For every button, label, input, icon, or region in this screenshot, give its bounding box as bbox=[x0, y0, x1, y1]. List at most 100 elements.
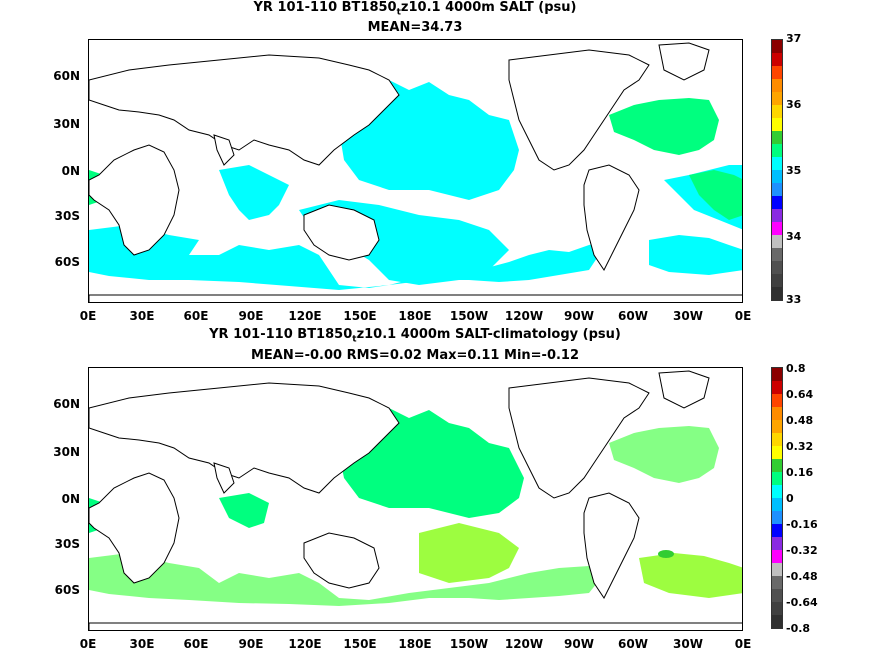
colorbar-segment bbox=[772, 485, 782, 498]
colorbar-segment bbox=[772, 589, 782, 602]
greenland bbox=[658, 42, 710, 81]
panel1-lon-label: 150W bbox=[449, 309, 489, 323]
panel2-colorbar-label: 0.48 bbox=[786, 414, 814, 427]
colorbar-segment bbox=[772, 157, 782, 170]
south-america bbox=[583, 492, 640, 599]
panel1-lon-label: 30W bbox=[673, 309, 703, 323]
colorbar-segment bbox=[772, 511, 782, 524]
colorbar-segment bbox=[772, 615, 782, 628]
panel1-lon-label: 180E bbox=[398, 309, 432, 323]
panel2-lat-label: 30N bbox=[53, 445, 80, 459]
anomaly-south-atlantic bbox=[639, 553, 742, 598]
australia bbox=[303, 532, 380, 589]
panel1-lon-label: 60W bbox=[618, 309, 648, 323]
panel1-lon-label: 0E bbox=[734, 309, 752, 323]
panel2-lat-label: 30S bbox=[54, 537, 80, 551]
panel1-lon-label: 90W bbox=[564, 309, 594, 323]
colorbar-segment bbox=[772, 394, 782, 407]
panel1-lon-label: 120E bbox=[288, 309, 322, 323]
panel2-lon-label: 30W bbox=[673, 637, 703, 651]
panel2-lon-label: 150E bbox=[343, 637, 377, 651]
eurasia bbox=[89, 382, 400, 494]
panel2-map-svg bbox=[89, 370, 742, 630]
colorbar-segment bbox=[772, 118, 782, 131]
panel2-colorbar-label: -0.32 bbox=[786, 544, 818, 557]
panel2-title: YR 101-110 BT1850tz10.1 4000m SALT-clima… bbox=[209, 327, 621, 345]
panel2-lon-label: 0E bbox=[734, 637, 752, 651]
panel1-map bbox=[88, 39, 743, 303]
australia bbox=[303, 204, 380, 261]
panel1-lat-label: 30N bbox=[53, 117, 80, 131]
fill-south-atlantic bbox=[649, 235, 742, 275]
colorbar-segment bbox=[772, 550, 782, 563]
colorbar-segment bbox=[772, 459, 782, 472]
panel2-colorbar-label: -0.48 bbox=[786, 570, 818, 583]
panel2-lon-label: 60E bbox=[183, 637, 209, 651]
colorbar-segment bbox=[772, 92, 782, 105]
panel2-lat-label: 60S bbox=[54, 583, 80, 597]
colorbar-segment bbox=[772, 602, 782, 615]
colorbar-segment bbox=[772, 433, 782, 446]
colorbar-segment bbox=[772, 261, 782, 274]
panel2-colorbar-label: -0.64 bbox=[786, 596, 818, 609]
north-america bbox=[508, 377, 650, 499]
colorbar-segment bbox=[772, 274, 782, 287]
colorbar-segment bbox=[772, 472, 782, 485]
panel1-lon-label: 120W bbox=[504, 309, 544, 323]
colorbar-segment bbox=[772, 537, 782, 550]
panel2-colorbar-label: 0 bbox=[786, 492, 794, 505]
colorbar-segment bbox=[772, 287, 782, 300]
fill-southern-ocean bbox=[89, 225, 609, 290]
greenland bbox=[658, 370, 710, 409]
fill-north-atlantic bbox=[609, 98, 719, 155]
colorbar-segment bbox=[772, 105, 782, 118]
africa bbox=[89, 144, 180, 256]
colorbar-segment bbox=[772, 79, 782, 92]
panel2-lon-label: 90W bbox=[564, 637, 594, 651]
colorbar-segment bbox=[772, 235, 782, 248]
antarctica bbox=[89, 622, 742, 630]
colorbar-segment bbox=[772, 66, 782, 79]
panel1-colorbar-label: 35 bbox=[786, 164, 802, 177]
panel2-colorbar-label: -0.16 bbox=[786, 518, 818, 531]
colorbar-segment bbox=[772, 196, 782, 209]
fill-indian-ocean bbox=[219, 165, 289, 220]
panel2-lon-label: 120W bbox=[504, 637, 544, 651]
panel2-lon-label: 150W bbox=[449, 637, 489, 651]
colorbar-segment bbox=[772, 446, 782, 459]
panel1-lat-label: 60N bbox=[53, 69, 80, 83]
india bbox=[213, 134, 235, 166]
colorbar-segment bbox=[772, 524, 782, 537]
eurasia bbox=[89, 54, 400, 166]
panel2-coastlines bbox=[89, 370, 742, 630]
panel2-lon-label: 30E bbox=[129, 637, 155, 651]
panel1-colorbar-label: 34 bbox=[786, 230, 802, 243]
panel2-colorbar-label: 0.32 bbox=[786, 440, 814, 453]
panel1-coastlines bbox=[89, 42, 742, 302]
fill-atlantic-band bbox=[689, 170, 742, 220]
colorbar-segment bbox=[772, 209, 782, 222]
panel2-lon-label: 90E bbox=[238, 637, 264, 651]
panel1-lon-label: 0E bbox=[79, 309, 97, 323]
colorbar-segment bbox=[772, 131, 782, 144]
colorbar-segment bbox=[772, 53, 782, 66]
panel2-lon-label: 120E bbox=[288, 637, 322, 651]
panel2-lat-label: 60N bbox=[53, 397, 80, 411]
panel1-lon-label: 30E bbox=[129, 309, 155, 323]
anomaly-southern-ocean bbox=[89, 553, 609, 606]
colorbar-segment bbox=[772, 144, 782, 157]
panel1-stats: MEAN=34.73 bbox=[367, 20, 463, 35]
panel2-colorbar-label: 0.16 bbox=[786, 466, 814, 479]
anomaly-north-atlantic bbox=[609, 426, 719, 483]
antarctica bbox=[89, 294, 742, 302]
panel1-colorbar bbox=[771, 39, 783, 301]
colorbar-segment bbox=[772, 381, 782, 394]
colorbar-segment bbox=[772, 40, 782, 53]
colorbar-segment bbox=[772, 563, 782, 576]
india bbox=[213, 462, 235, 494]
colorbar-segment bbox=[772, 183, 782, 196]
panel1-lon-label: 60E bbox=[183, 309, 209, 323]
colorbar-segment bbox=[772, 222, 782, 235]
colorbar-segment bbox=[772, 248, 782, 261]
panel1-colorbar-label: 36 bbox=[786, 98, 802, 111]
